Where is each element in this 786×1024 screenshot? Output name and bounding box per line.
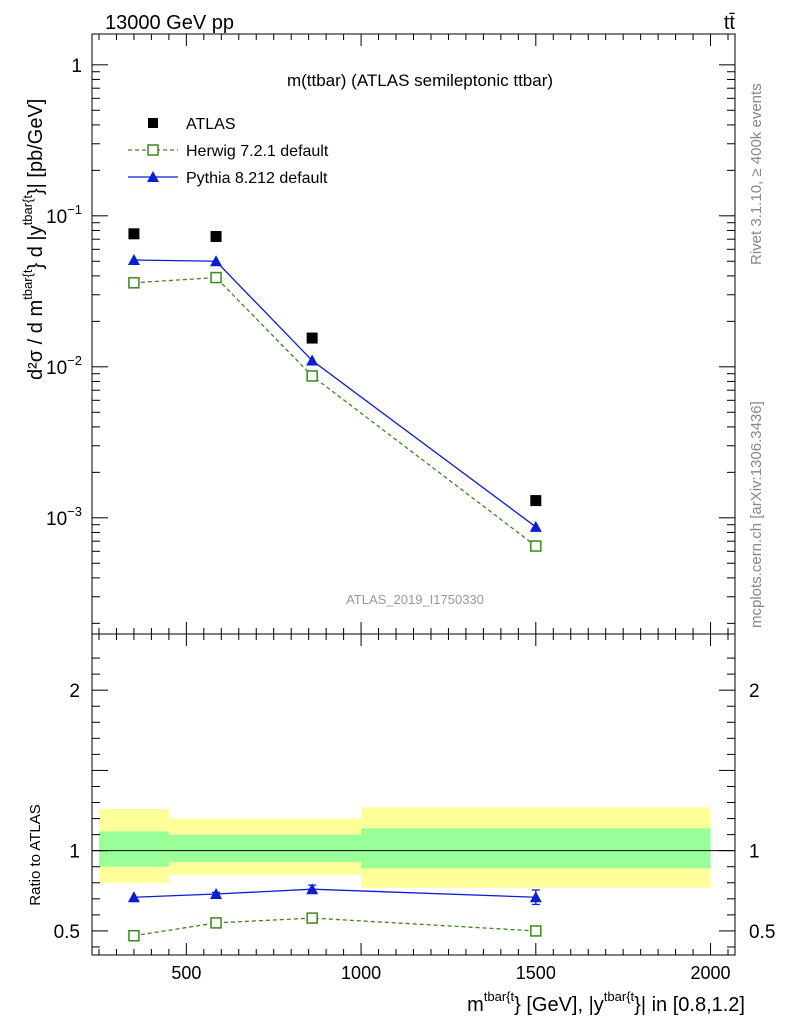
legend-atlas-marker [148, 118, 158, 128]
main-panel: 110−110−210−3 [46, 33, 736, 635]
ratio-herwig-point-2 [306, 912, 318, 924]
main-ylabel-main: d²σ / d m [25, 300, 47, 380]
xlabel-main: m [467, 994, 484, 1016]
ratio-herwig-line [133, 917, 536, 937]
main-ylabel-sup1: tbar{t [20, 269, 35, 300]
xlabel-sup1: tbar{t [484, 989, 515, 1004]
main-herwig-point-2 [306, 370, 318, 382]
main-ylabel: d²σ / d mtbar{t} d |ytbar{t}| [pb/GeV] [20, 99, 47, 380]
main-herwig-point-0 [128, 277, 140, 289]
y-tick-exp: −3 [67, 504, 82, 519]
y-tick-label-0: 1 [71, 56, 82, 77]
mcplots-label: mcplots.cern.ch [arXiv:1306.3436] [748, 401, 765, 628]
band-inner-2 [361, 828, 711, 869]
main-herwig-point-1 [210, 271, 222, 284]
xlabel-end: }| in [0.8,1.2] [634, 994, 745, 1016]
main-atlas-point-3 [530, 495, 542, 507]
main-pythia-point-3 [529, 520, 542, 532]
ratio-pythia-point-0 [127, 891, 140, 903]
ratio-y-tick-label-2: 2 [69, 681, 80, 702]
main-atlas-point-0 [128, 228, 140, 240]
y-tick-base: 1 [71, 56, 82, 77]
y-tick-label-1: 10−1 [46, 202, 82, 228]
plot-title: m(ttbar) (ATLAS semileptonic ttbar) [287, 71, 553, 90]
main-ylabel-sup2: tbar{t [20, 195, 35, 226]
ratio-panel: 500 1000 1500 2000 0.5 0.5 1 1 2 2 [54, 633, 775, 983]
y-tick-base: 10 [46, 509, 67, 530]
main-pythia-line [133, 259, 537, 528]
ratio-y-tick-label-right-0: 0.5 [749, 922, 775, 943]
y-tick-label-2: 10−2 [46, 353, 82, 379]
main-ylabel-mid: } d |y [25, 225, 47, 269]
main-pythia-point-2 [306, 354, 319, 366]
xlabel: mtbar{t} [GeV], |ytbar{t}| in [0.8,1.2] [467, 989, 745, 1016]
ratio-y-tick-label-1: 1 [69, 842, 80, 863]
rivet-label: Rivet 3.1.10, ≥ 400k events [748, 83, 765, 265]
ratio-herwig-point-0 [128, 929, 140, 942]
ratio-pythia-point-3 [529, 891, 542, 903]
y-tick-label-3: 10−3 [46, 504, 82, 530]
legend-pythia-label: Pythia 8.212 default [186, 170, 328, 187]
legend: ATLAS Herwig 7.2.1 default Pythia 8.212 … [128, 116, 329, 187]
ratio-herwig-point-3 [530, 925, 542, 937]
header-right: tt̄ [724, 12, 736, 34]
header-left: 13000 GeV pp [105, 12, 234, 34]
y-tick-base: 10 [46, 207, 67, 228]
ratio-pythia-point-2 [306, 883, 319, 895]
legend-herwig-label: Herwig 7.2.1 default [186, 143, 329, 160]
main-herwig-point-3 [530, 540, 542, 552]
x-tick-label-1: 1000 [341, 963, 381, 983]
x-tick-label-3: 2000 [691, 963, 731, 983]
ratio-y-tick-label-right-2: 2 [749, 681, 760, 702]
main-pythia-point-0 [127, 253, 140, 265]
y-tick-exp: −1 [67, 202, 82, 217]
y-tick-base: 10 [46, 358, 67, 379]
xlabel-mid: } [GeV], |y [514, 994, 604, 1016]
main-pythia-point-1 [210, 255, 223, 267]
main-atlas-point-2 [306, 332, 318, 344]
x-tick-label-0: 500 [171, 963, 201, 983]
main-ylabel-end: }| [pb/GeV] [25, 99, 47, 195]
ratio-y-tick-label-0: 0.5 [54, 922, 80, 943]
band-inner-0 [98, 831, 169, 867]
x-tick-label-2: 1500 [516, 963, 556, 983]
legend-pythia-marker [147, 171, 159, 182]
legend-herwig-marker [147, 144, 159, 156]
main-herwig-line [133, 276, 537, 547]
xlabel-sup2: tbar{t [604, 989, 635, 1004]
analysis-id: ATLAS_2019_I1750330 [346, 592, 484, 607]
main-atlas-point-1 [210, 230, 222, 242]
ratio-pythia-point-1 [210, 888, 223, 900]
y-tick-exp: −2 [67, 353, 82, 368]
legend-atlas-label: ATLAS [186, 116, 236, 133]
ratio-herwig-point-1 [210, 917, 222, 929]
ratio-ylabel: Ratio to ATLAS [27, 804, 44, 905]
ratio-frame [91, 633, 736, 956]
ratio-pythia-line [133, 888, 536, 898]
band-inner-1 [168, 834, 362, 862]
ratio-y-tick-label-right-1: 1 [749, 842, 760, 863]
